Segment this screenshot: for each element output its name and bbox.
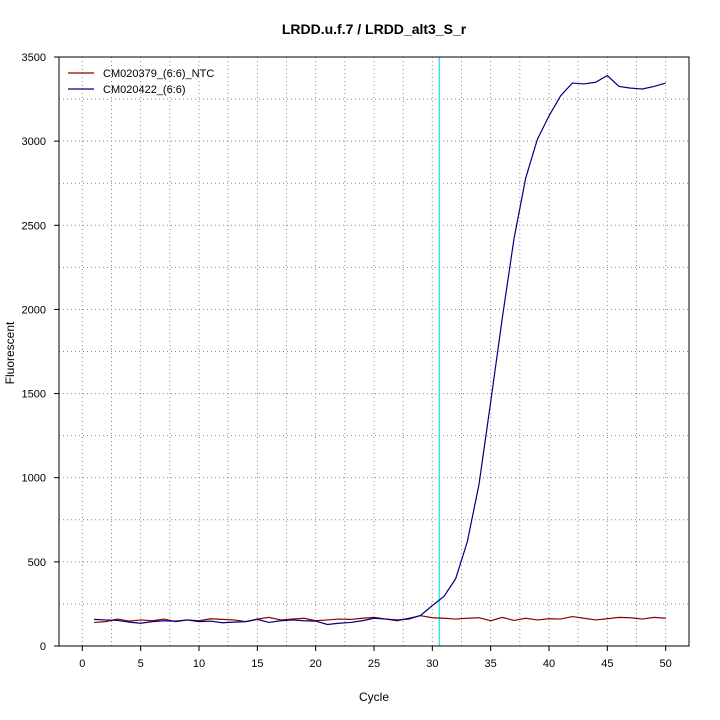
y-tick-label: 3000 (22, 136, 46, 148)
grid-lines (59, 56, 689, 647)
y-tick-label: 0 (40, 641, 46, 653)
y-axis: 0 500 1000 1500 2000 2500 3000 3500 (22, 52, 59, 653)
y-tick-label: 2500 (22, 220, 46, 232)
x-tick-label: 35 (485, 658, 497, 670)
y-tick-label: 3500 (22, 52, 46, 64)
legend-label-2: CM020422_(6:6) (103, 84, 186, 96)
x-tick-label: 50 (660, 658, 672, 670)
x-tick-label: 0 (79, 658, 85, 670)
legend: CM020379_(6:6)_NTC CM020422_(6:6) (68, 68, 214, 96)
legend-label-1: CM020379_(6:6)_NTC (103, 68, 214, 80)
x-tick-label: 30 (426, 658, 438, 670)
x-tick-label: 5 (138, 658, 144, 670)
x-tick-label: 20 (310, 658, 322, 670)
x-axis: 0 5 10 15 20 25 30 35 40 45 50 (59, 645, 689, 670)
y-axis-title: Fluorescent (3, 321, 17, 384)
x-tick-label: 10 (193, 658, 205, 670)
series-lines (93, 74, 666, 626)
y-tick-label: 500 (28, 557, 46, 569)
chart-title: LRDD.u.f.7 / LRDD_alt3_S_r (282, 21, 467, 37)
x-tick-label: 40 (543, 658, 555, 670)
series-line-2 (93, 74, 666, 626)
x-axis-title: Cycle (359, 690, 389, 704)
y-tick-label: 1000 (22, 473, 46, 485)
y-tick-label: 1500 (22, 389, 46, 401)
x-tick-label: 25 (368, 658, 380, 670)
y-tick-label: 2000 (22, 304, 46, 316)
x-tick-label: 15 (251, 658, 263, 670)
x-tick-label: 45 (601, 658, 613, 670)
